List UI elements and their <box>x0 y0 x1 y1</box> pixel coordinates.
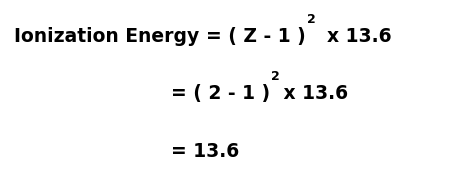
Text: x 13.6: x 13.6 <box>314 27 392 46</box>
Text: = 13.6: = 13.6 <box>171 142 239 161</box>
Text: 2: 2 <box>271 70 280 83</box>
Text: = ( Z - 1 ): = ( Z - 1 ) <box>206 27 306 46</box>
Text: Ionization Energy: Ionization Energy <box>14 27 206 46</box>
Text: 2: 2 <box>307 13 316 26</box>
Text: x 13.6: x 13.6 <box>277 84 348 103</box>
Text: = ( 2 - 1 ): = ( 2 - 1 ) <box>171 84 270 103</box>
